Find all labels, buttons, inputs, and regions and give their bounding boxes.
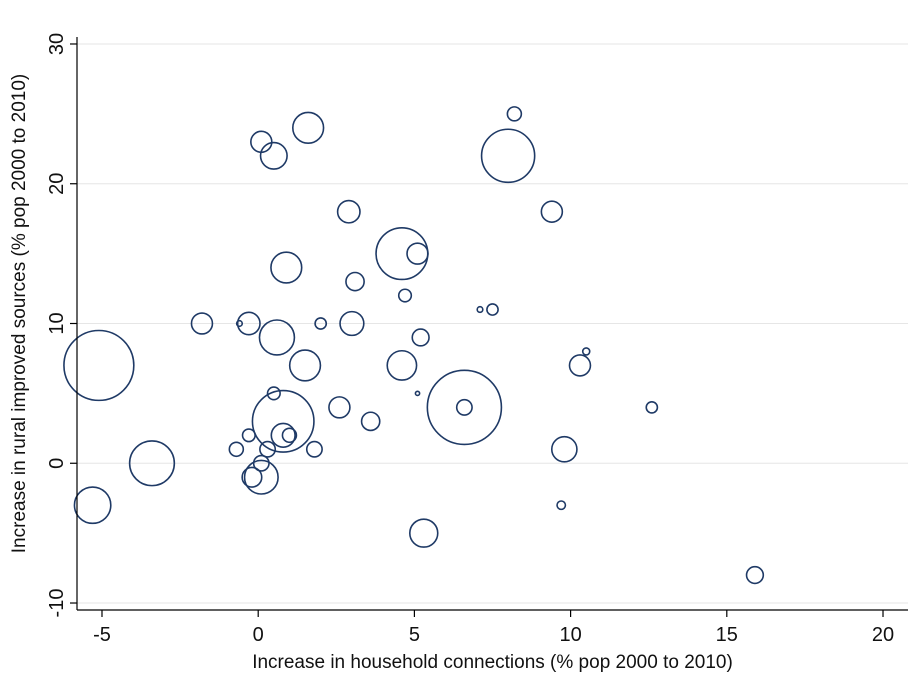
- data-point: [241, 466, 263, 488]
- data-point: [506, 106, 523, 122]
- data-point: [476, 305, 484, 314]
- x-tick-label: 5: [409, 624, 420, 646]
- data-point: [375, 226, 429, 281]
- data-point: [414, 390, 421, 397]
- data-point: [486, 303, 499, 316]
- data-point: [568, 354, 592, 377]
- x-tick-label: -5: [93, 624, 111, 646]
- data-point: [645, 400, 659, 414]
- data-point: [288, 349, 322, 382]
- data-point: [292, 111, 325, 145]
- x-tick-label: 20: [872, 624, 894, 646]
- y-tick-label: 0: [46, 458, 68, 469]
- data-point: [360, 411, 381, 432]
- x-tick-label: 0: [253, 624, 264, 646]
- data-point: [314, 317, 328, 330]
- data-point: [252, 454, 270, 472]
- data-point: [243, 459, 279, 495]
- data-point: [235, 319, 244, 328]
- gridlines: [77, 43, 908, 604]
- y-tick-label: 10: [46, 312, 68, 334]
- x-tick-label: 15: [716, 624, 738, 646]
- data-point: [581, 347, 591, 356]
- data-point: [408, 518, 439, 548]
- y-tick-label: 20: [46, 173, 68, 195]
- data-point: [345, 271, 365, 292]
- data-point: [550, 435, 578, 463]
- y-tick-label: -10: [46, 589, 68, 618]
- data-point: [250, 130, 273, 154]
- x-tick-label: 10: [559, 624, 581, 646]
- data-point: [336, 199, 361, 224]
- data-point: [259, 141, 288, 170]
- data-point: [745, 565, 765, 585]
- data-point: [63, 329, 135, 402]
- ticks: -5 0 5 10 15 20 -10 0 10 20 30: [46, 33, 894, 646]
- data-point: [397, 288, 413, 303]
- data-point: [270, 251, 303, 284]
- data-point: [406, 242, 429, 265]
- data-point: [556, 500, 567, 511]
- data-point: [266, 386, 281, 401]
- data-point: [259, 440, 277, 458]
- data-point: [236, 311, 261, 336]
- bubble-layer: [63, 106, 765, 585]
- data-point: [480, 128, 536, 184]
- data-point: [281, 427, 298, 444]
- data-point: [455, 398, 473, 416]
- data-point: [339, 310, 365, 337]
- x-axis-label: Increase in household connections (% pop…: [252, 652, 733, 673]
- data-point: [190, 312, 214, 335]
- data-point: [73, 486, 112, 525]
- data-point: [328, 396, 351, 419]
- data-point: [305, 440, 323, 458]
- data-point: [386, 349, 418, 381]
- data-point: [258, 319, 296, 356]
- data-point: [270, 422, 296, 448]
- data-point: [426, 369, 503, 446]
- data-point: [228, 441, 245, 458]
- data-point: [251, 389, 315, 453]
- data-point: [540, 200, 564, 223]
- data-point: [411, 328, 430, 347]
- data-point: [128, 440, 176, 487]
- y-axis-label: Increase in rural improved sources (% po…: [9, 74, 30, 553]
- y-tick-label: 30: [46, 33, 68, 55]
